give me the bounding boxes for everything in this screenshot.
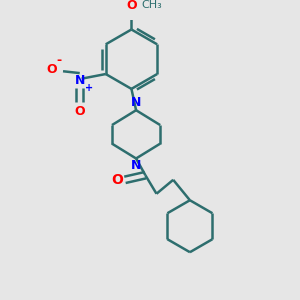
Text: O: O [46, 63, 57, 76]
Text: -: - [57, 54, 62, 67]
Text: +: + [85, 83, 93, 93]
Text: N: N [131, 159, 141, 172]
Text: N: N [75, 74, 85, 87]
Text: O: O [112, 173, 124, 187]
Text: O: O [74, 105, 85, 118]
Text: O: O [126, 0, 137, 12]
Text: N: N [131, 96, 141, 109]
Text: CH₃: CH₃ [142, 0, 162, 11]
